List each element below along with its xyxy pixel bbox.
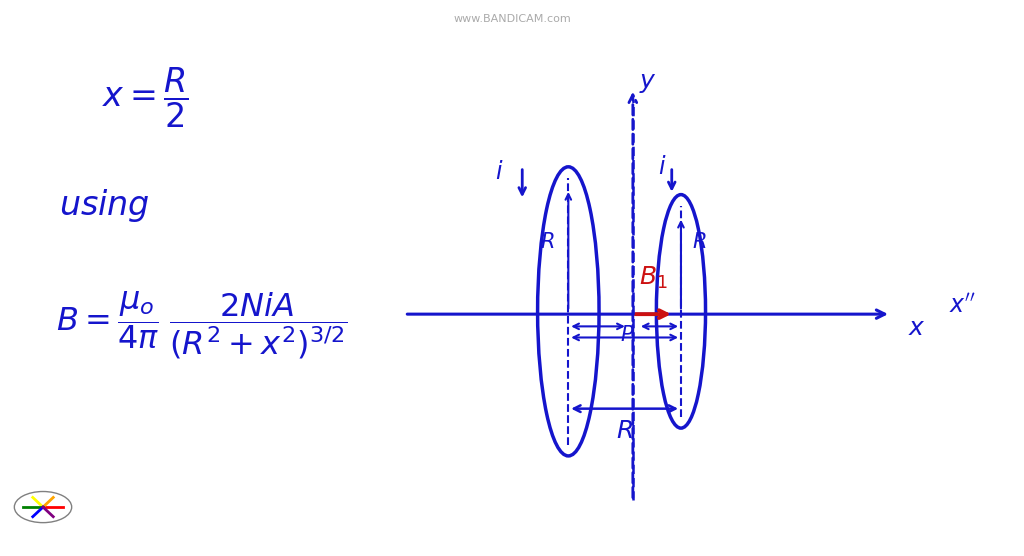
Text: $\mathit{i}$: $\mathit{i}$ <box>658 155 667 179</box>
Text: $B = \dfrac{\mu_o}{4\pi} \; \dfrac{2NiA}{(R^2 + x^2)^{3/2}}$: $B = \dfrac{\mu_o}{4\pi} \; \dfrac{2NiA}… <box>56 290 348 361</box>
Text: $\mathit{x}$: $\mathit{x}$ <box>907 316 926 340</box>
Text: $\mathit{R}$: $\mathit{R}$ <box>616 419 633 443</box>
Text: $\mathit{B_1}$: $\mathit{B_1}$ <box>639 265 668 291</box>
Text: $\mathit{R}$: $\mathit{R}$ <box>540 232 554 252</box>
Text: $\mathit{x}''$: $\mathit{x}''$ <box>949 294 976 318</box>
Text: $\mathit{P}$: $\mathit{P}$ <box>621 325 635 345</box>
Text: $\mathit{i}$: $\mathit{i}$ <box>496 160 504 185</box>
Text: $using$: $using$ <box>59 187 151 224</box>
Text: $\mathit{R}$: $\mathit{R}$ <box>692 232 707 252</box>
Text: $\mathit{y}$: $\mathit{y}$ <box>639 71 657 96</box>
Text: $x = \dfrac{R}{2}$: $x = \dfrac{R}{2}$ <box>102 65 189 130</box>
Text: www.BANDICAM.com: www.BANDICAM.com <box>454 14 570 24</box>
